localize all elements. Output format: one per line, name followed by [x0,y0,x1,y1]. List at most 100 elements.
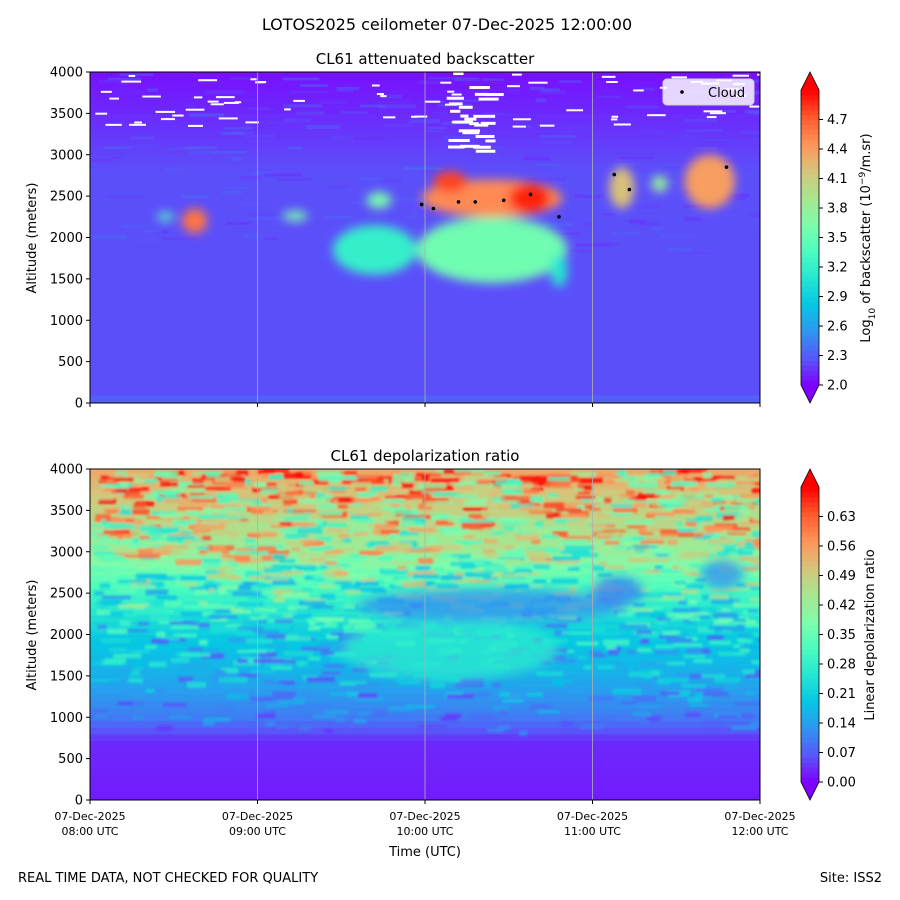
backscatter-noise-cell [583,222,597,227]
depolarization-noise-cell [638,683,653,690]
depolarization-noise-cell [229,572,260,578]
depolarization-noise-cell [112,553,141,558]
depolarization-noise-cell [543,530,554,535]
backscatter-noise-cell [652,227,666,231]
depolarization-noise-cell [199,639,208,646]
cloud-base-marker [473,200,478,204]
depolarization-noise-cell [688,599,697,605]
depolarization-noise-cell [266,615,293,620]
depolarization-noise-cell [633,567,650,572]
depolarization-noise-cell [258,571,269,575]
depolarization-noise-cell [112,477,134,482]
depolarization-noise-cell [327,523,347,528]
colorbar-band [801,198,819,204]
depolarization-noise-cell [714,697,727,702]
backscatter-noise-cell [221,132,245,136]
depolarization-noise-cell [447,517,459,523]
backscatter-noise-cell [336,86,360,90]
depolarization-noise-cell [637,493,661,498]
depolarization-noise-cell [678,541,703,547]
depolarization-xticks: 07-Dec-2025 08:00 UTC 07-Dec-2025 09:00 UTC… [54,800,796,838]
depolarization-noise-cell [177,506,204,511]
depolarization-noise-cell [325,628,353,633]
backscatter-feature [433,171,467,192]
depolarization-noise-cell [294,522,317,526]
depolarization-noise-cell [194,589,208,595]
colorbar-band [801,360,819,366]
depolarization-noise-cell [545,695,567,699]
depolarization-noise-cell [197,558,222,563]
depolarization-noise-cell [100,475,117,481]
depolarization-noise-cell [708,475,736,480]
depolarization-noise-cell [173,519,196,526]
backscatter-missing-cell [100,90,112,93]
backscatter-missing-cell [462,131,480,135]
depolarization-noise-cell [752,531,760,538]
depolarization-noise-cell [397,565,407,571]
colorbar-band [801,565,819,572]
backscatter-noise-cell [123,144,158,149]
depolarization-noise-cell [221,604,235,609]
colorbar-tick-label: 3.8 [827,202,848,217]
depolarization-noise-cell [678,599,687,606]
depolarization-noise-cell [104,612,133,617]
depolarization-noise-cell [498,540,518,546]
depolarization-noise-cell [676,478,701,483]
backscatter-noise-cell [420,219,451,224]
backscatter-noise-cell [117,82,128,86]
depolarization-noise-cell [260,613,269,618]
colorbar-band [801,291,819,298]
depolarization-noise-cell [642,476,652,482]
depolarization-yticks: 0 500 1000 1500 2000 2500 3000 3500 4000 [50,463,90,809]
colorbar-tick-label: 2.3 [827,349,848,364]
depolarization-noise-cell [343,573,368,580]
depolarization-noise-cell [693,533,720,540]
backscatter-noise-cell [243,99,255,103]
depolarization-noise-cell [571,591,594,596]
colorbar-band [801,94,819,101]
colorbar-band [801,163,819,170]
colorbar-band [801,737,819,744]
cloud-base-marker [456,200,461,204]
depolarization-noise-cell [698,485,715,490]
backscatter-noise-cell [685,129,723,132]
backscatter-feature [416,216,568,284]
depolarization-noise-cell [632,554,657,559]
backscatter-noise-cell [360,104,386,108]
depolarization-noise-cell [309,546,334,551]
depolarization-noise-cell [131,649,151,654]
colorbar-tick-label: 0.21 [827,687,856,702]
depolarization-noise-cell [703,720,721,727]
depolarization-noise-cell [624,504,647,508]
colorbar-band [801,718,819,724]
ytick-label: 2000 [50,628,83,643]
backscatter-missing-cell [185,108,205,111]
depolarization-noise-cell [655,490,671,495]
backscatter-title: CL61 attenuated backscatter [316,50,535,68]
depolarization-noise-cell [624,520,654,524]
depolarization-noise-cell [187,646,204,652]
depolarization-noise-cell [214,476,229,483]
depolarization-noise-cell [254,608,277,612]
depolarization-noise-cell [561,563,574,569]
backscatter-noise-cell [714,193,750,197]
depolarization-colorbar-ticks: 0.00 0.07 0.14 0.21 0.28 0.35 0.42 0.49 0.56 0.63 [819,510,856,791]
depolarization-noise-cell [415,565,431,572]
backscatter-noise-cell [230,76,260,80]
depolarization-noise-cell [335,613,355,619]
colorbar-tick-label: 4.1 [827,172,848,187]
colorbar-band [801,570,819,577]
depolarization-noise-cell [758,472,760,478]
depolarization-noise-cell [163,498,192,504]
depolarization-noise-cell [339,538,351,543]
depolarization-noise-cell [554,518,580,524]
depolarization-noise-cell [373,710,387,717]
depolarization-noise-cell [715,494,734,501]
depolarization-noise-cell [739,494,760,499]
backscatter-noise-cell [542,88,560,92]
depolarization-noise-cell [695,687,723,694]
depolarization-noise-cell [577,485,593,490]
depolarization-noise-cell [128,487,150,492]
depolarization-noise-cell [391,509,419,515]
depolarization-noise-cell [257,582,272,588]
